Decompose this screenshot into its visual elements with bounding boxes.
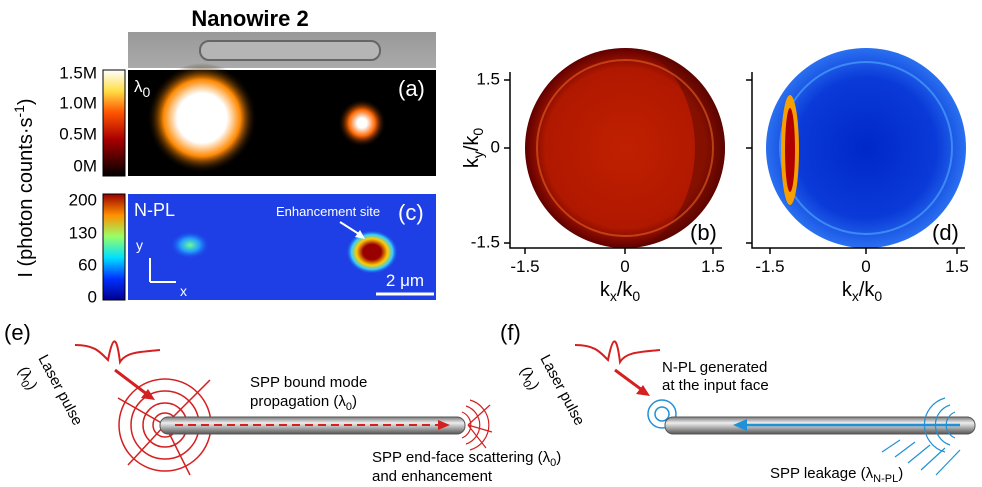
colorbar-axis-label: I (photon counts·s-1) — [11, 98, 37, 277]
x-axis-label: kx/k0 — [600, 279, 641, 304]
leakage-label: SPP leakage (λN-PL) — [770, 465, 903, 485]
x-tick-label: 0 — [620, 257, 629, 276]
x-tick-label: -1.5 — [510, 257, 539, 276]
npl-waves — [647, 399, 677, 429]
colorbar — [102, 69, 126, 177]
axis-arrow-label: y — [136, 237, 143, 253]
bfp-image — [766, 48, 966, 248]
bound-mode-label: SPP bound mode — [250, 374, 367, 391]
laser-lambda: (λ0) — [12, 364, 41, 394]
npl-label: N-PL generated — [662, 359, 767, 376]
end-waves — [461, 399, 493, 451]
npl-tag: N-PL — [134, 200, 175, 220]
nanowire-sem — [199, 40, 381, 61]
colorbar-tick-label: 1.0M — [59, 93, 97, 112]
hot-spot-core — [785, 108, 795, 192]
laser-lambda: (λ0) — [514, 364, 543, 394]
scatter-label: SPP end-face scattering (λ0) — [372, 449, 561, 469]
glow — [147, 63, 257, 173]
laser-pulse — [74, 340, 161, 365]
axes-arrows — [149, 258, 176, 283]
colorbar-tick-label: 130 — [69, 223, 97, 242]
y-tick-label: -1.5 — [471, 232, 500, 251]
laser-arrow — [614, 368, 643, 392]
colorbar-tick-label: 0 — [88, 287, 97, 306]
ring — [536, 59, 714, 237]
glow — [338, 99, 386, 147]
scale-bar-label: 2 μm — [386, 271, 424, 290]
colorbar — [102, 193, 126, 301]
axes — [504, 72, 722, 254]
laser-pulse — [574, 340, 661, 365]
glow — [170, 231, 210, 259]
x-tick-label: 1.5 — [701, 257, 725, 276]
shade — [625, 48, 725, 248]
colorbar-tick-label: 1.5M — [59, 63, 97, 82]
y-tick-label: 0 — [491, 137, 500, 156]
x-tick-label: -1.5 — [755, 257, 784, 276]
colorbar-tick-label: 0.5M — [59, 124, 97, 143]
x-axis-label: kx/k0 — [842, 279, 883, 304]
npl-label: at the input face — [662, 377, 769, 394]
colorbar-tick-label: 200 — [69, 190, 97, 209]
glow — [346, 230, 398, 274]
title: Nanowire 2 — [191, 6, 308, 31]
panel-label: (b) — [690, 220, 717, 245]
bound-mode-label: propagation (λ0) — [250, 393, 357, 413]
axis-arrow-label: x — [180, 283, 187, 299]
arrowhead — [733, 419, 747, 431]
colorbar-ticks: 1.5M 1.0M 0.5M 0M 200 130 60 0 — [59, 63, 97, 306]
bfp-image — [525, 48, 725, 248]
y-axis-label: ky/k0 — [461, 128, 486, 169]
arrowhead — [438, 420, 450, 430]
axes — [746, 72, 965, 254]
scatter-label: and enhancement — [372, 468, 493, 485]
lambda-label: λ0 — [134, 77, 151, 100]
arrowhead — [355, 230, 365, 239]
laser-label: Laser pulse — [34, 352, 85, 428]
panel-label: (a) — [398, 76, 425, 101]
laser-arrow — [114, 368, 149, 397]
panel-label: (d) — [932, 220, 959, 245]
colorbar-tick-label: 60 — [78, 255, 97, 274]
x-tick-label: 1.5 — [945, 257, 969, 276]
ring — [779, 61, 953, 235]
panel-label: (c) — [398, 200, 424, 225]
colorbar-tick-label: 0M — [73, 156, 97, 175]
y-tick-label: 1.5 — [476, 69, 500, 88]
annotation: Enhancement site — [276, 204, 380, 219]
panel-label: (e) — [4, 320, 31, 345]
laser-label: Laser pulse — [536, 352, 587, 428]
arrowhead — [636, 385, 650, 396]
leakage — [881, 397, 961, 476]
panel-label: (f) — [500, 320, 521, 345]
x-tick-label: 0 — [861, 257, 870, 276]
